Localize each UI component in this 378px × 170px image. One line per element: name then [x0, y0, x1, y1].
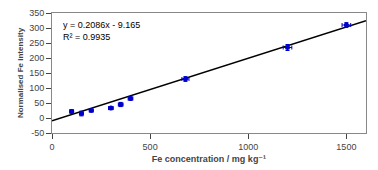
svg-text:-50: -50: [31, 128, 44, 138]
svg-text:300: 300: [29, 23, 44, 33]
svg-text:350: 350: [29, 8, 44, 18]
svg-text:y = 0.2086x - 9.165R² = 0.9935: y = 0.2086x - 9.165R² = 0.9935: [63, 20, 140, 42]
svg-text:500: 500: [143, 142, 158, 152]
svg-text:Fe concentration / mg kg⁻¹: Fe concentration / mg kg⁻¹: [152, 154, 266, 164]
svg-text:1500: 1500: [336, 142, 356, 152]
svg-text:0: 0: [49, 142, 54, 152]
svg-text:250: 250: [29, 38, 44, 48]
svg-text:100: 100: [29, 83, 44, 93]
svg-text:200: 200: [29, 53, 44, 63]
svg-text:0: 0: [39, 113, 44, 123]
svg-text:50: 50: [34, 98, 44, 108]
svg-text:150: 150: [29, 68, 44, 78]
svg-text:1000: 1000: [238, 142, 258, 152]
svg-text:Normalised Fe intensity: Normalised Fe intensity: [16, 27, 25, 118]
